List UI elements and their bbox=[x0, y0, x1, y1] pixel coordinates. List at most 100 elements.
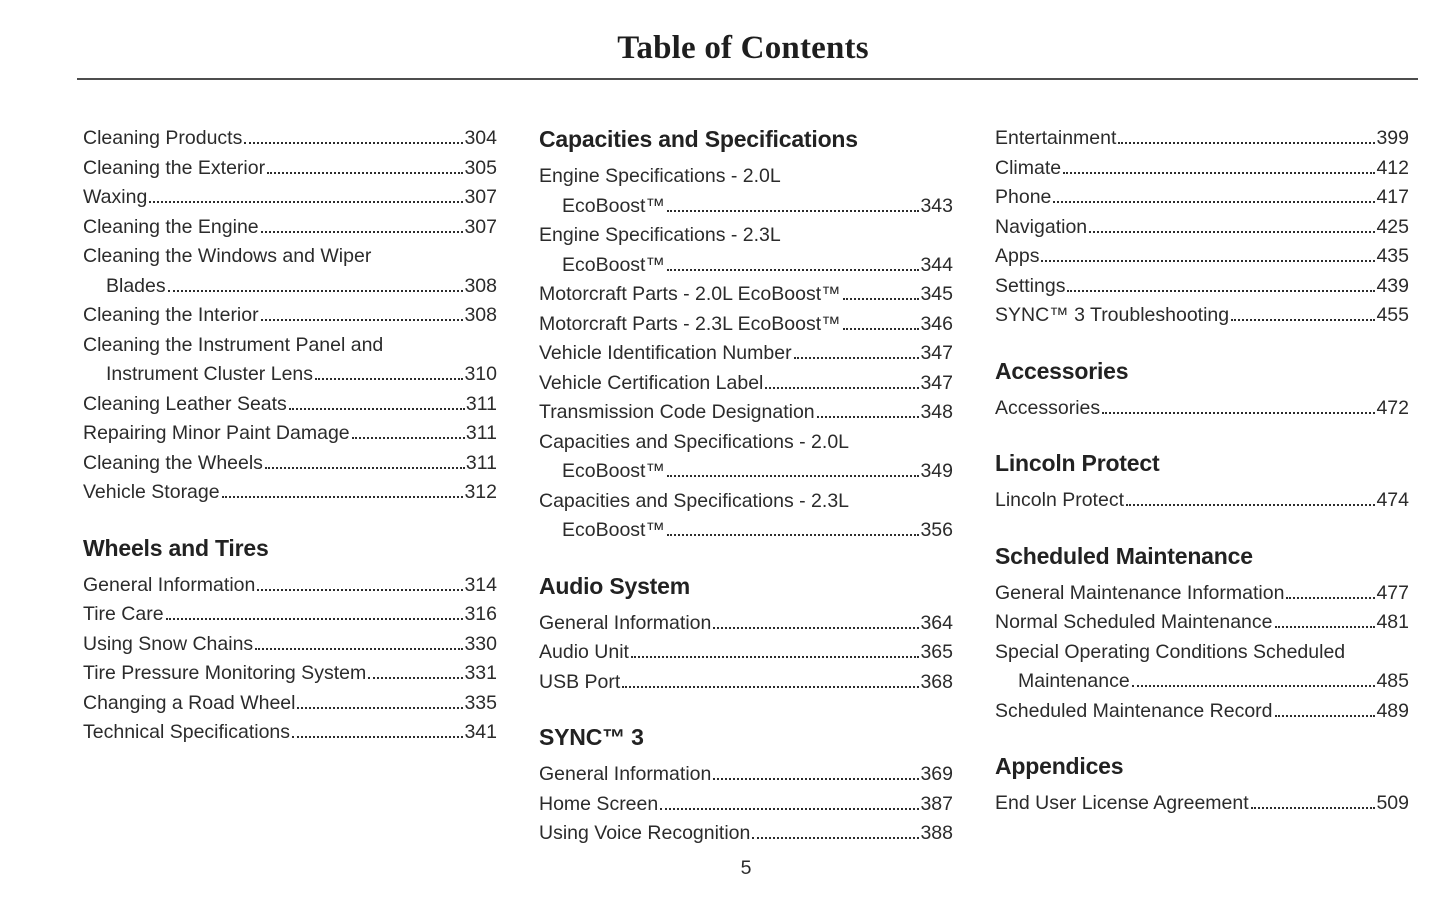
toc-section: Cleaning Products 304 Cleaning the Exterio… bbox=[83, 124, 497, 508]
toc-entry: Engine Specifications - 2.0L EcoBoost™ 343 bbox=[539, 162, 953, 221]
entry-page-number: 435 bbox=[1376, 245, 1409, 267]
entry-page-number: 345 bbox=[920, 283, 953, 305]
section-heading: Capacities and Specifications bbox=[539, 126, 858, 152]
entry-continuation: Instrument Cluster Lens 310 bbox=[83, 360, 497, 390]
entry-text: End User License Agreement bbox=[995, 792, 1249, 814]
toc-entry: Vehicle Storage 312 bbox=[83, 478, 497, 508]
dot-leader bbox=[1102, 411, 1376, 414]
entry-page-number: 308 bbox=[464, 274, 497, 297]
entry-continuation: EcoBoost™ 343 bbox=[539, 192, 953, 222]
entry-row: Phone 417 bbox=[995, 183, 1409, 213]
toc-entry: Apps 435 bbox=[995, 242, 1409, 272]
entry-page-number: 425 bbox=[1376, 215, 1409, 238]
toc-entry: Capacities and Specifications - 2.3L EcoB… bbox=[539, 487, 953, 546]
entry-page-number: 365 bbox=[920, 641, 953, 663]
toc-entry: Settings 439 bbox=[995, 272, 1409, 302]
toc-entry: Engine Specifications - 2.3L EcoBoost™ 344 bbox=[539, 221, 953, 280]
entry-continuation: EcoBoost™ 356 bbox=[539, 516, 953, 546]
entry-text: Apps bbox=[995, 245, 1040, 267]
entry-page-number: 369 bbox=[920, 763, 953, 785]
entry-continuation: EcoBoost™ 349 bbox=[539, 457, 953, 487]
entry-row: Navigation 425 bbox=[995, 213, 1409, 243]
entry-text: Motorcraft Parts - 2.0L EcoBoost™ bbox=[539, 283, 841, 305]
entry-page-number: 341 bbox=[464, 721, 497, 743]
dot-leader bbox=[1041, 260, 1376, 262]
toc-entry: Capacities and Specifications - 2.0L EcoB… bbox=[539, 428, 953, 487]
section-heading: Wheels and Tires bbox=[83, 534, 269, 561]
section-heading: Scheduled Maintenance bbox=[995, 542, 1253, 569]
entry-text: Navigation bbox=[995, 215, 1088, 238]
entry-text: Cleaning the Interior bbox=[83, 304, 259, 326]
entry-row: Apps 435 bbox=[995, 242, 1409, 272]
dot-leader bbox=[765, 386, 920, 389]
entry-row: Motorcraft Parts - 2.0L EcoBoost™ 345 bbox=[539, 280, 953, 310]
entry-page-number: 439 bbox=[1376, 274, 1409, 297]
entry-row: Tire Care 316 bbox=[83, 600, 497, 630]
entry-row: General Information 314 bbox=[83, 571, 497, 601]
toc-entry: Accessories 472 bbox=[995, 394, 1409, 424]
toc-entry: Normal Scheduled Maintenance 481 bbox=[995, 608, 1409, 638]
entry-text: General Information bbox=[539, 611, 712, 634]
toc-entry: Technical Specifications 341 bbox=[83, 718, 497, 748]
dot-leader bbox=[267, 171, 464, 174]
entry-page-number: 307 bbox=[464, 215, 497, 238]
entry-row: Lincoln Protect 474 bbox=[995, 486, 1409, 516]
entry-page-number: 311 bbox=[465, 392, 497, 415]
entry-page-number: 311 bbox=[465, 451, 497, 474]
dot-leader bbox=[1286, 596, 1376, 599]
entry-row: Cleaning Products 304 bbox=[83, 124, 497, 154]
entry-row: USB Port 368 bbox=[539, 668, 953, 698]
page-number: 5 bbox=[740, 857, 752, 879]
entry-page-number: 344 bbox=[920, 253, 953, 276]
dot-leader bbox=[165, 618, 464, 620]
entry-text: Engine Specifications - 2.0L bbox=[539, 165, 781, 187]
entry-text: Vehicle Identification Number bbox=[539, 342, 792, 364]
entry-page-number: 343 bbox=[920, 194, 953, 217]
dot-leader bbox=[297, 706, 464, 709]
dot-leader bbox=[1063, 171, 1376, 174]
entry-row: Using Voice Recognition 388 bbox=[539, 819, 953, 849]
entry-row: Repairing Minor Paint Damage 311 bbox=[83, 419, 497, 449]
dot-leader bbox=[315, 378, 464, 380]
entry-row: Scheduled Maintenance Record 489 bbox=[995, 697, 1409, 727]
section-heading: SYNC™ 3 bbox=[539, 724, 644, 750]
toc-columns: Cleaning Products 304 Cleaning the Exterio… bbox=[0, 80, 1445, 849]
toc-section: Accessories Accessories 472 bbox=[995, 356, 1409, 424]
entry-text: SYNC™ 3 Troubleshooting bbox=[995, 304, 1230, 326]
entry-row: End User License Agreement 509 bbox=[995, 789, 1409, 819]
toc-entry: SYNC™ 3 Troubleshooting 455 bbox=[995, 301, 1409, 331]
page-title: Table of Contents bbox=[617, 30, 869, 66]
entry-text: Motorcraft Parts - 2.3L EcoBoost™ bbox=[539, 312, 841, 335]
dot-leader bbox=[666, 209, 920, 212]
entry-text: Climate bbox=[995, 156, 1062, 179]
toc-entry: Cleaning the Engine 307 bbox=[83, 213, 497, 243]
toc-entry: Scheduled Maintenance Record 489 bbox=[995, 697, 1409, 727]
dot-leader bbox=[1274, 714, 1376, 717]
section-heading: Audio System bbox=[539, 572, 690, 599]
dot-leader bbox=[264, 466, 465, 469]
section-heading: Lincoln Protect bbox=[995, 450, 1160, 476]
dot-leader bbox=[666, 534, 920, 536]
dot-leader bbox=[288, 407, 465, 410]
dot-leader bbox=[713, 626, 920, 629]
entry-text: Cleaning the Exterior bbox=[83, 156, 266, 179]
dot-leader bbox=[713, 778, 920, 780]
dot-leader bbox=[660, 807, 920, 810]
entry-text: General Maintenance Information bbox=[995, 581, 1285, 604]
entry-page-number: 348 bbox=[920, 401, 953, 423]
entry-row: Technical Specifications 341 bbox=[83, 718, 497, 748]
entry-row: Normal Scheduled Maintenance 481 bbox=[995, 608, 1409, 638]
entry-text: Cleaning the Engine bbox=[83, 215, 259, 238]
entry-page-number: 485 bbox=[1376, 670, 1409, 692]
entry-row: Vehicle Storage 312 bbox=[83, 478, 497, 508]
entry-text: Settings bbox=[995, 274, 1066, 297]
toc-section: Lincoln Protect Lincoln Protect 474 bbox=[995, 448, 1409, 516]
dot-leader bbox=[257, 588, 464, 591]
entry-row: SYNC™ 3 Troubleshooting 455 bbox=[995, 301, 1409, 331]
toc-entry: Motorcraft Parts - 2.3L EcoBoost™ 346 bbox=[539, 310, 953, 340]
toc-entry: End User License Agreement 509 bbox=[995, 789, 1409, 819]
dot-leader bbox=[244, 142, 464, 144]
entry-page-number: 308 bbox=[464, 304, 497, 326]
entry-continuation: Blades 308 bbox=[83, 272, 497, 302]
entry-row: Accessories 472 bbox=[995, 394, 1409, 424]
